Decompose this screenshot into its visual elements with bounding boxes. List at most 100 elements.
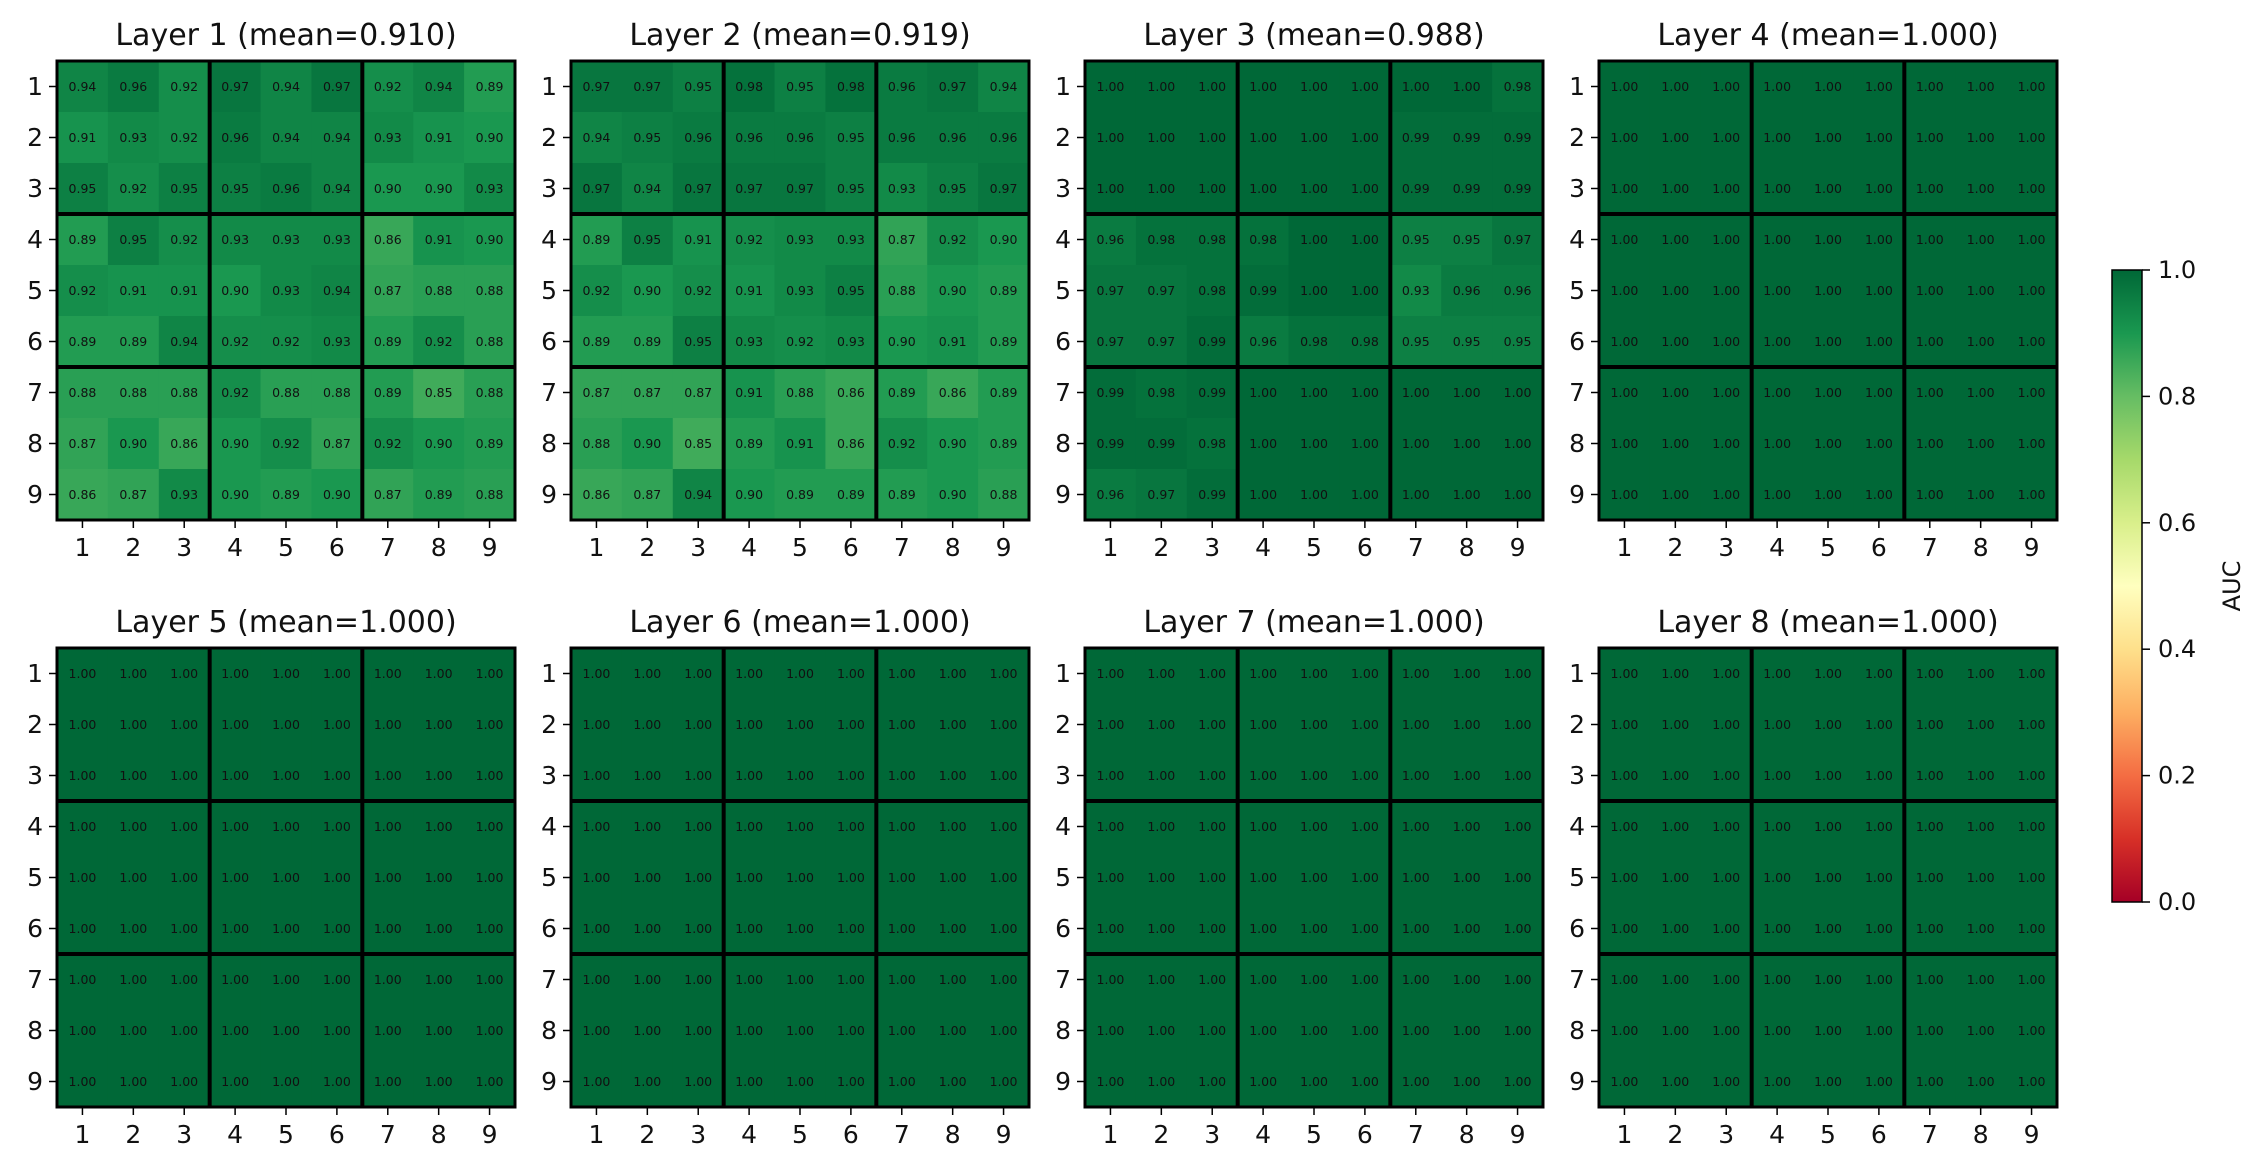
heatmap-cell bbox=[1904, 801, 1956, 853]
heatmap-cell bbox=[978, 61, 1030, 113]
cell-value-label: 1.00 bbox=[2018, 181, 2046, 196]
heatmap-cell bbox=[1751, 852, 1804, 904]
cell-value-label: 1.00 bbox=[374, 717, 402, 732]
heatmap-cell bbox=[1288, 1005, 1341, 1057]
heatmap-cell bbox=[1390, 954, 1442, 1006]
cell-value-label: 1.00 bbox=[1763, 79, 1791, 94]
cell-value-label: 1.00 bbox=[1967, 921, 1995, 936]
heatmap-cell bbox=[825, 418, 877, 470]
heatmap-cell bbox=[413, 367, 465, 419]
heatmap-cell bbox=[927, 61, 979, 113]
cell-value-label: 0.93 bbox=[476, 181, 504, 196]
heatmap-cell bbox=[1955, 265, 2007, 317]
heatmap-cell bbox=[311, 801, 363, 853]
cell-value-label: 1.00 bbox=[1865, 1074, 1893, 1089]
heatmap-cell bbox=[2006, 954, 2058, 1006]
cell-value-label: 1.00 bbox=[1611, 819, 1639, 834]
x-tick-label: 9 bbox=[1510, 533, 1526, 562]
heatmap-cell bbox=[1492, 750, 1544, 802]
cell-value-label: 1.00 bbox=[1814, 666, 1842, 681]
heatmap-cell bbox=[825, 903, 877, 955]
cell-value-label: 1.00 bbox=[990, 768, 1018, 783]
heatmap-cell bbox=[1649, 801, 1702, 853]
x-tick-label: 4 bbox=[1255, 1120, 1271, 1149]
cell-value-label: 1.00 bbox=[1661, 717, 1689, 732]
y-tick-label: 7 bbox=[1055, 965, 1071, 994]
heatmap-cell bbox=[1751, 648, 1804, 700]
heatmap-cell bbox=[209, 648, 262, 700]
heatmap-cell bbox=[1237, 699, 1290, 751]
cell-value-label: 1.00 bbox=[837, 972, 865, 987]
cell-value-label: 0.93 bbox=[837, 232, 865, 247]
y-tick-label: 5 bbox=[1055, 276, 1071, 305]
cell-value-label: 1.00 bbox=[1300, 79, 1328, 94]
cell-value-label: 1.00 bbox=[2018, 385, 2046, 400]
heatmap-cell bbox=[1751, 112, 1804, 164]
heatmap-cell bbox=[825, 852, 877, 904]
heatmap-cell bbox=[107, 648, 160, 700]
cell-value-label: 1.00 bbox=[1916, 232, 1944, 247]
cell-value-label: 1.00 bbox=[69, 972, 97, 987]
cell-value-label: 1.00 bbox=[2018, 436, 2046, 451]
heatmap-cell bbox=[1649, 469, 1702, 521]
cell-value-label: 0.96 bbox=[735, 130, 763, 145]
heatmap-cell bbox=[672, 1005, 725, 1057]
cell-value-label: 1.00 bbox=[1351, 79, 1379, 94]
heatmap-cell bbox=[927, 1056, 979, 1108]
heatmap-cell bbox=[978, 265, 1030, 317]
heatmap-cell bbox=[209, 1056, 262, 1108]
heatmap-cell bbox=[774, 163, 827, 215]
cell-value-label: 1.00 bbox=[1504, 921, 1532, 936]
cell-value-label: 1.00 bbox=[425, 921, 453, 936]
heatmap-cell bbox=[2006, 1056, 2058, 1108]
cell-value-label: 1.00 bbox=[1967, 181, 1995, 196]
heatmap-cell bbox=[2006, 699, 2058, 751]
heatmap-cell bbox=[2006, 214, 2058, 266]
heatmap-cell bbox=[1649, 648, 1702, 700]
heatmap-cell bbox=[260, 469, 313, 521]
heatmap-cell bbox=[1904, 469, 1956, 521]
heatmap-cell bbox=[1390, 418, 1442, 470]
cell-value-label: 1.00 bbox=[583, 717, 611, 732]
x-tick-label: 2 bbox=[125, 1120, 141, 1149]
heatmap-cell bbox=[107, 265, 160, 317]
cell-value-label: 0.96 bbox=[939, 130, 967, 145]
heatmap-cell bbox=[672, 418, 725, 470]
cell-value-label: 0.86 bbox=[583, 487, 611, 502]
heatmap-cell bbox=[57, 648, 109, 700]
cell-value-label: 1.00 bbox=[1763, 717, 1791, 732]
cell-value-label: 1.00 bbox=[1967, 717, 1995, 732]
heatmap-cell bbox=[1802, 367, 1855, 419]
cell-value-label: 1.00 bbox=[1763, 1074, 1791, 1089]
y-tick-label: 4 bbox=[1569, 812, 1585, 841]
x-tick-label: 9 bbox=[996, 533, 1012, 562]
heatmap-cell bbox=[1237, 61, 1290, 113]
heatmap-cell bbox=[1492, 163, 1544, 215]
cell-value-label: 1.00 bbox=[633, 921, 661, 936]
cell-value-label: 0.98 bbox=[1351, 334, 1379, 349]
heatmap-cell bbox=[927, 112, 979, 164]
cell-value-label: 0.98 bbox=[1198, 283, 1226, 298]
cell-value-label: 1.00 bbox=[633, 666, 661, 681]
heatmap-cell bbox=[1339, 265, 1391, 317]
heatmap-cell bbox=[1599, 699, 1651, 751]
cell-value-label: 1.00 bbox=[1300, 921, 1328, 936]
cell-value-label: 0.98 bbox=[1198, 232, 1226, 247]
heatmap-cell bbox=[1135, 214, 1188, 266]
cell-value-label: 1.00 bbox=[1504, 870, 1532, 885]
heatmap-cell bbox=[1649, 418, 1702, 470]
heatmap-cell bbox=[1649, 903, 1702, 955]
heatmap-cell bbox=[825, 112, 877, 164]
heatmap-cell bbox=[571, 699, 623, 751]
cell-value-label: 1.00 bbox=[476, 1074, 504, 1089]
x-tick-label: 3 bbox=[1718, 1120, 1734, 1149]
heatmap-cell bbox=[571, 469, 623, 521]
y-tick-label: 9 bbox=[541, 480, 557, 509]
heatmap-cell bbox=[876, 750, 928, 802]
heatmap-cell bbox=[1751, 316, 1804, 368]
cell-value-label: 1.00 bbox=[170, 972, 198, 987]
heatmap-cell bbox=[1186, 214, 1239, 266]
cell-value-label: 1.00 bbox=[1453, 870, 1481, 885]
cell-value-label: 1.00 bbox=[69, 1023, 97, 1038]
cell-value-label: 0.99 bbox=[1453, 181, 1481, 196]
